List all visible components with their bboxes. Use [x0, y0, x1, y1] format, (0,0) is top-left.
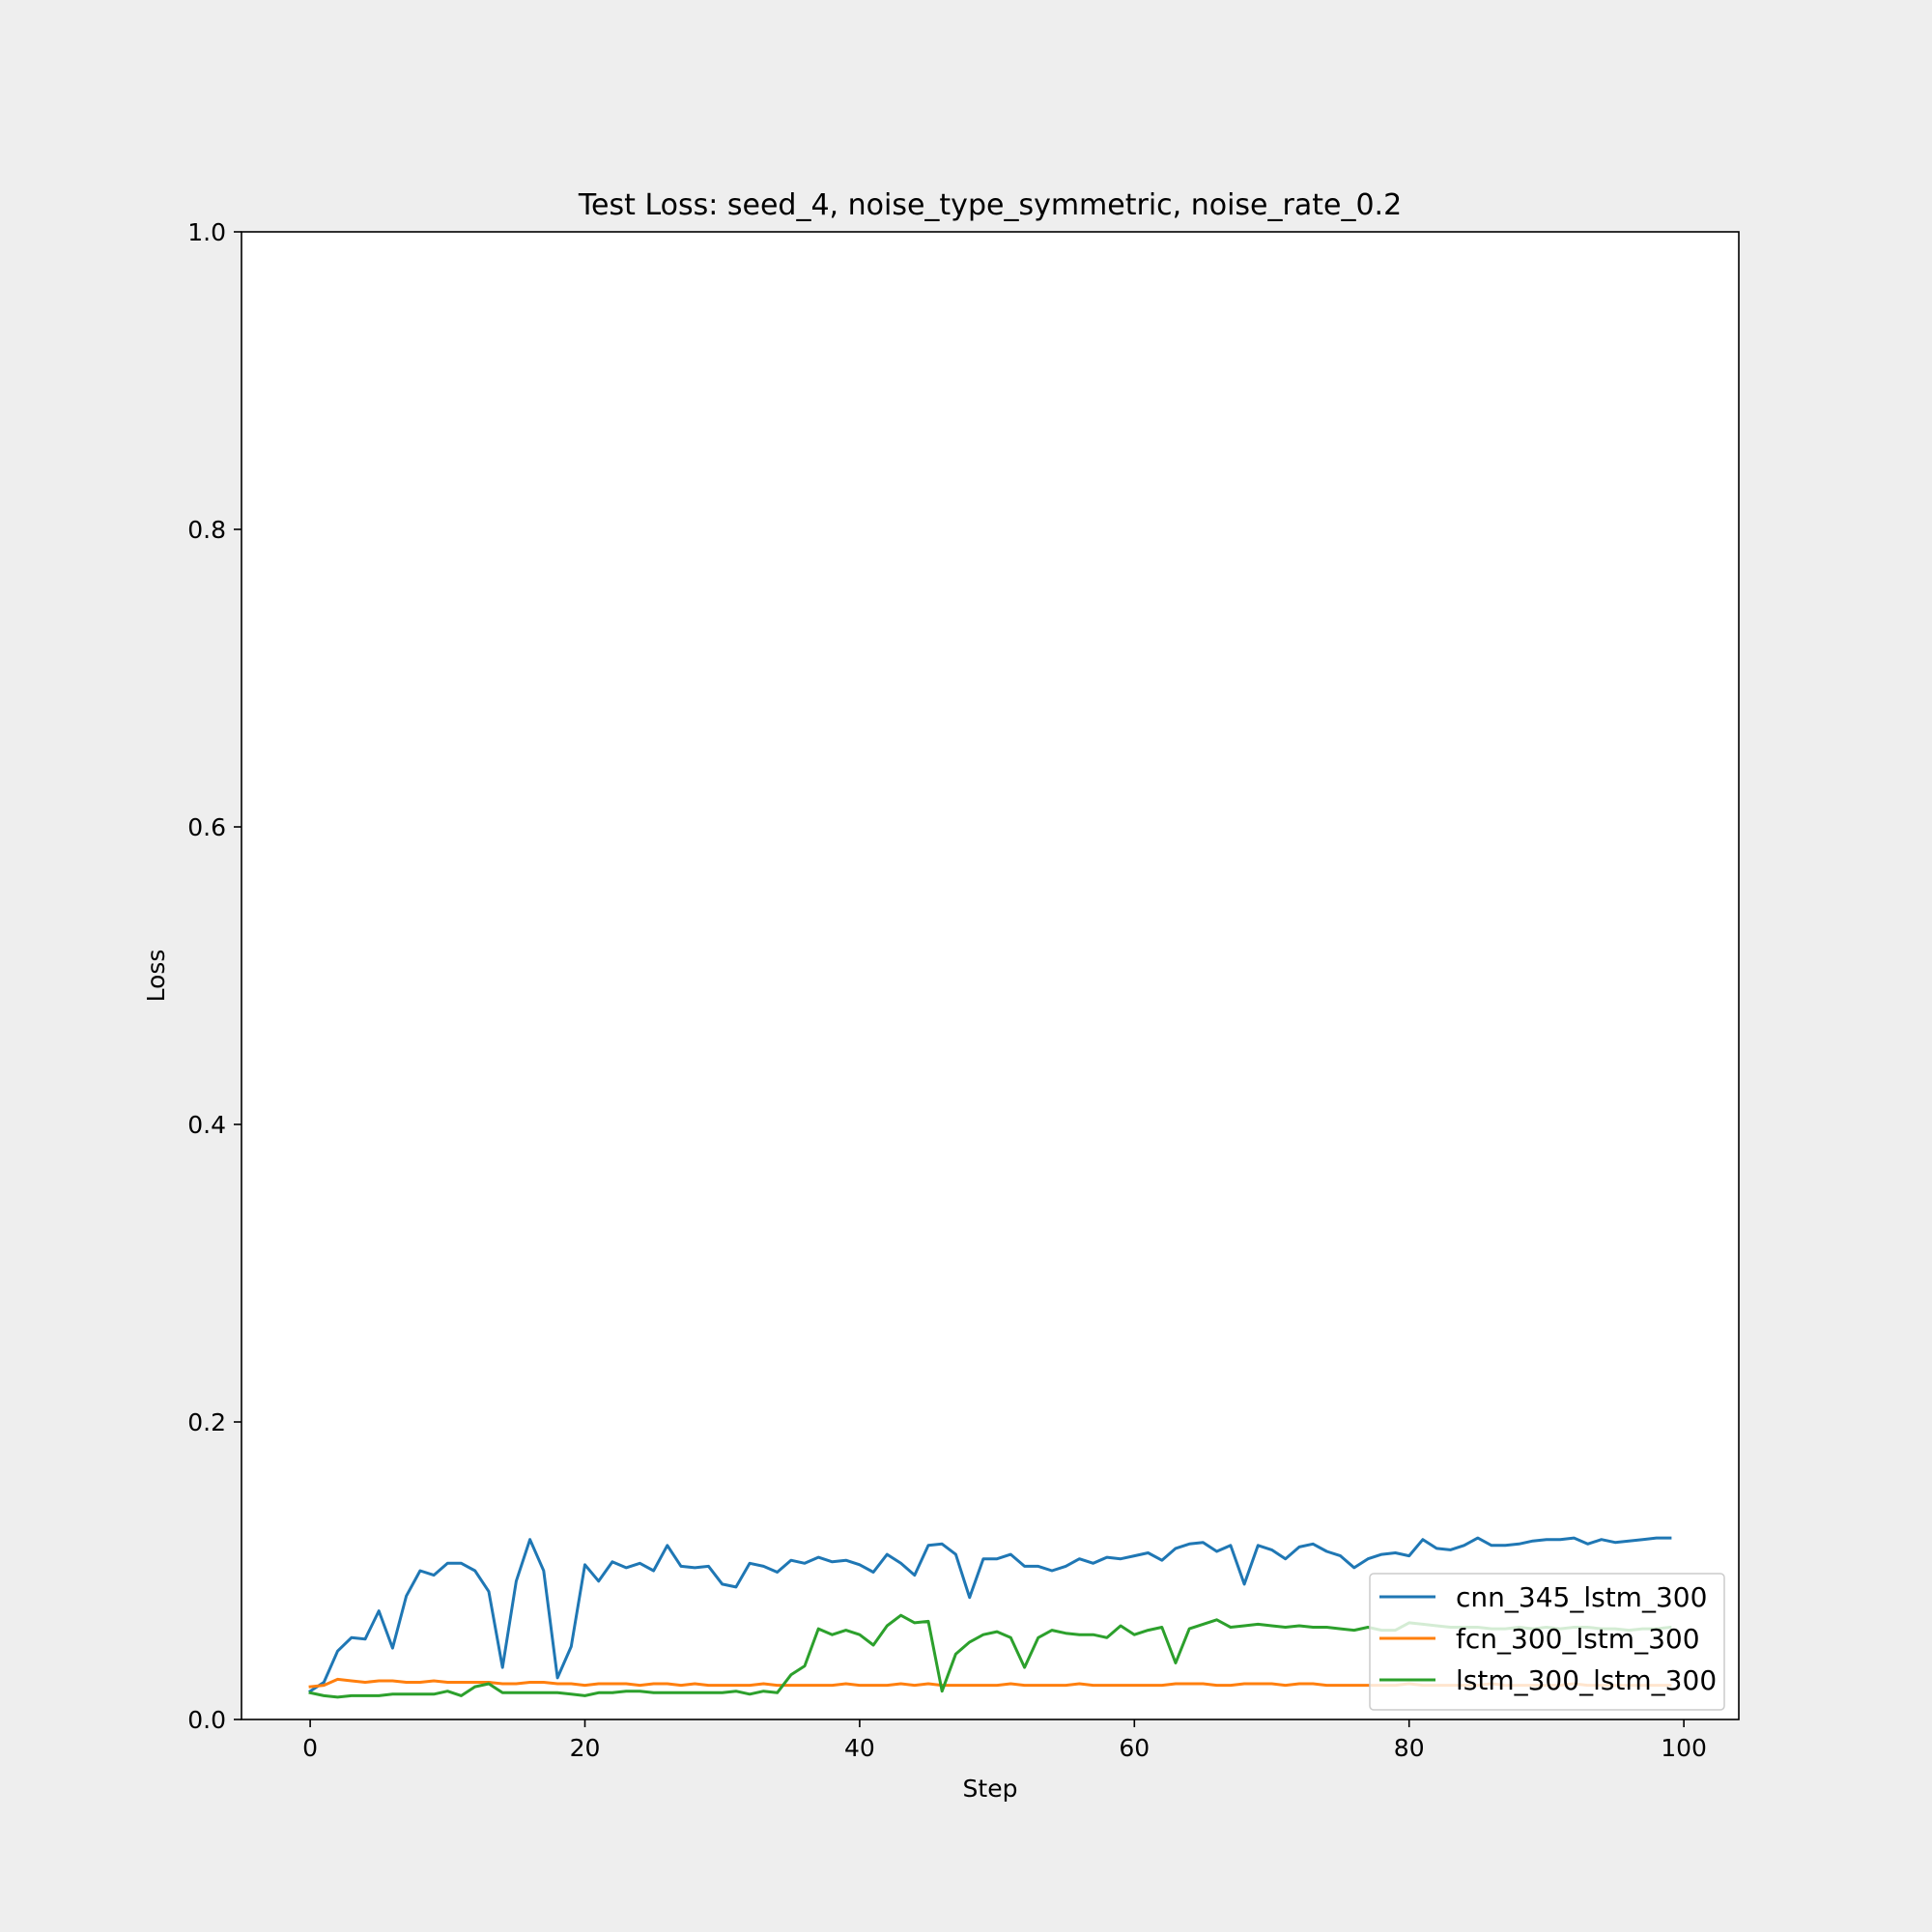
y-tick-label: 0.8 — [187, 516, 226, 544]
y-tick-label: 0.0 — [187, 1706, 226, 1734]
x-tick-label: 100 — [1661, 1734, 1707, 1762]
chart-title: Test Loss: seed_4, noise_type_symmetric,… — [578, 188, 1402, 222]
legend-label: cnn_345_lstm_300 — [1456, 1581, 1707, 1613]
plot-frame — [241, 231, 1740, 1720]
legend-items: cnn_345_lstm_300 fcn_300_lstm_300 lstm_300… — [1379, 1581, 1717, 1696]
x-axis-label: Step — [963, 1775, 1018, 1803]
legend-label: fcn_300_lstm_300 — [1456, 1623, 1700, 1655]
x-axis-ticks: 0 20 40 60 80 100 — [302, 1719, 1707, 1762]
y-tick-label: 0.6 — [187, 813, 226, 841]
y-axis-ticks: 0.0 0.2 0.4 0.6 0.8 1.0 — [187, 218, 242, 1734]
legend: cnn_345_lstm_300 fcn_300_lstm_300 lstm_300… — [1369, 1573, 1725, 1711]
x-tick-label: 40 — [844, 1734, 875, 1762]
legend-box — [1369, 1573, 1725, 1711]
x-tick-label: 20 — [570, 1734, 601, 1762]
series-line-cnn_345_lstm_300 — [308, 1536, 1672, 1693]
legend-label: lstm_300_lstm_300 — [1456, 1664, 1717, 1696]
x-tick-label: 60 — [1119, 1734, 1150, 1762]
plot-area — [242, 232, 1739, 1719]
x-tick-label: 0 — [302, 1734, 318, 1762]
x-tick-label: 80 — [1394, 1734, 1425, 1762]
y-tick-label: 0.2 — [187, 1408, 226, 1436]
y-tick-label: 0.4 — [187, 1111, 226, 1139]
y-axis-label: Loss — [142, 950, 170, 1003]
y-tick-label: 1.0 — [187, 218, 226, 246]
